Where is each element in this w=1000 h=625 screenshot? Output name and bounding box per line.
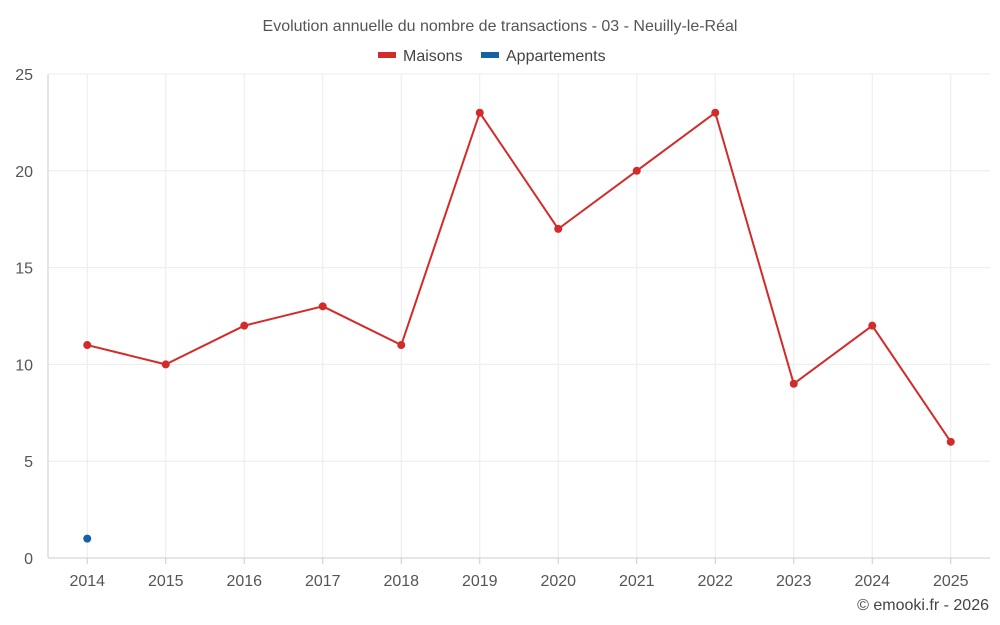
x-tick-label: 2023	[776, 573, 812, 590]
y-tick-label: 25	[15, 67, 33, 84]
data-point-maisons[interactable]	[632, 166, 641, 175]
y-tick-label: 20	[15, 164, 33, 181]
legend-swatch-appartements	[481, 52, 499, 58]
data-point-maisons[interactable]	[397, 341, 406, 350]
x-tick-label: 2019	[462, 573, 498, 590]
legend: Maisons Appartements	[378, 48, 606, 65]
y-tick-label: 0	[24, 551, 33, 568]
y-tick-label: 5	[24, 454, 33, 471]
data-point-maisons[interactable]	[240, 321, 249, 330]
data-point-maisons[interactable]	[711, 108, 720, 117]
legend-label-maisons[interactable]: Maisons	[403, 48, 463, 65]
y-tick-label: 10	[15, 357, 33, 374]
data-point-maisons[interactable]	[868, 321, 877, 330]
x-tick-label: 2021	[619, 573, 655, 590]
series-line-maisons	[87, 111, 952, 443]
credit-text: © emooki.fr - 2026	[857, 597, 989, 614]
data-point-maisons[interactable]	[554, 224, 563, 233]
x-tick-label: 2022	[697, 573, 733, 590]
gridlines	[48, 73, 990, 558]
chart-title: Evolution annuelle du nombre de transact…	[263, 18, 738, 35]
data-point-maisons[interactable]	[83, 341, 92, 350]
data-point-maisons[interactable]	[946, 437, 955, 446]
y-tick-label: 15	[15, 261, 33, 278]
series	[83, 108, 955, 543]
x-tick-label: 2014	[69, 573, 105, 590]
x-tick-label: 2017	[305, 573, 341, 590]
x-tick-label: 2024	[854, 573, 890, 590]
x-tick-label: 2016	[226, 573, 262, 590]
data-point-maisons[interactable]	[318, 302, 327, 311]
x-tick-label: 2015	[148, 573, 184, 590]
x-tick-label: 2020	[540, 573, 576, 590]
data-point-appartements[interactable]	[83, 534, 92, 543]
data-point-maisons[interactable]	[789, 379, 798, 388]
x-tick-label: 2025	[933, 573, 969, 590]
legend-label-appartements[interactable]: Appartements	[506, 48, 606, 65]
legend-swatch-maisons	[378, 52, 396, 58]
data-point-maisons[interactable]	[161, 360, 170, 369]
x-tick-label: 2018	[383, 573, 419, 590]
data-point-maisons[interactable]	[475, 108, 484, 117]
